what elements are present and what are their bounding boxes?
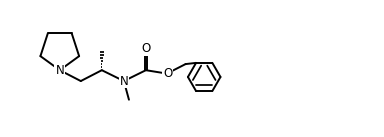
Text: N: N bbox=[55, 64, 64, 77]
Text: O: O bbox=[163, 67, 172, 80]
Text: N: N bbox=[119, 75, 128, 88]
Text: O: O bbox=[141, 42, 151, 55]
